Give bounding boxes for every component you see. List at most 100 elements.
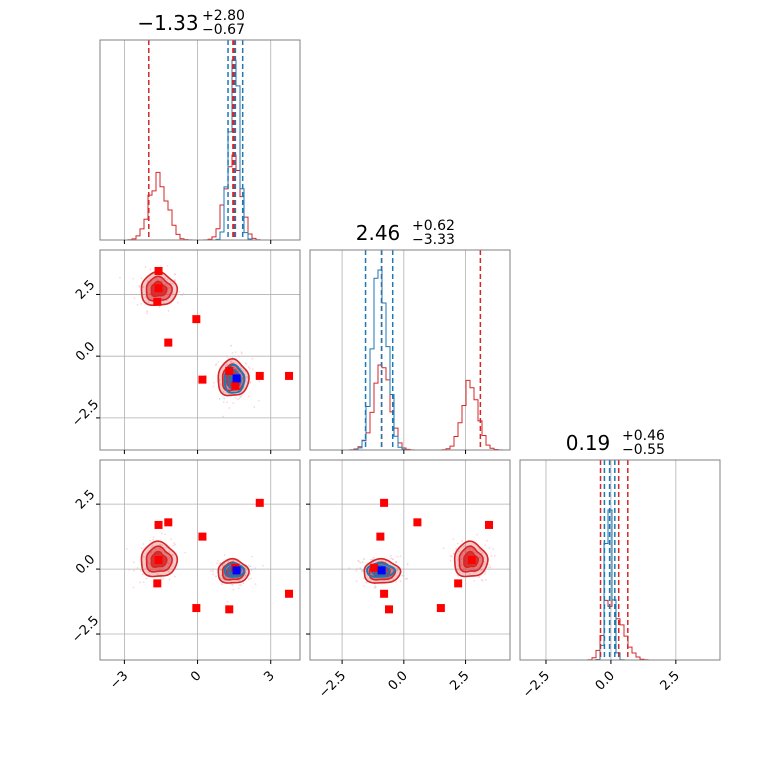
- sample-point: [173, 542, 176, 545]
- sample-point: [483, 563, 486, 566]
- sample-point: [182, 292, 185, 295]
- panel-frame-0-0: [99, 39, 301, 241]
- sample-point: [232, 560, 235, 562]
- sample-point: [142, 285, 145, 288]
- sample-point: [374, 585, 377, 588]
- sample-point: [383, 579, 385, 582]
- panel-title-plus-1: +0.62: [412, 218, 455, 234]
- truth-marker: [413, 518, 422, 527]
- sample-point: [489, 566, 492, 568]
- sample-point: [225, 391, 227, 394]
- sample-point: [401, 574, 404, 577]
- truth-marker: [385, 605, 394, 614]
- sample-point: [236, 560, 238, 563]
- panel-title-plus-2: +0.46: [622, 428, 665, 444]
- sample-point: [237, 355, 240, 358]
- sample-point: [219, 568, 222, 571]
- sample-point: [150, 545, 153, 548]
- sample-point: [396, 569, 399, 572]
- sample-point: [477, 575, 480, 578]
- sample-point: [162, 577, 165, 580]
- panel-title-minus-2: −0.55: [622, 442, 665, 458]
- truth-marker: [370, 563, 379, 572]
- sample-point: [212, 573, 214, 576]
- sample-point: [481, 568, 484, 571]
- sample-point: [146, 310, 149, 313]
- scatter-group-0-2: [126, 498, 294, 614]
- sample-point: [249, 381, 252, 384]
- sample-point: [449, 554, 452, 557]
- sample-point: [156, 572, 158, 575]
- truth-marker: [192, 604, 201, 613]
- sample-point: [142, 581, 145, 584]
- sample-point: [136, 303, 139, 306]
- truth-marker: [380, 589, 389, 598]
- sample-point: [166, 278, 169, 281]
- sample-point: [140, 547, 143, 550]
- sample-point: [172, 282, 174, 285]
- grid-0-1: [100, 250, 300, 450]
- contour-b-0-0: [366, 562, 396, 578]
- truth-marker: [153, 579, 162, 588]
- sample-point: [223, 554, 226, 556]
- sample-point: [147, 301, 150, 303]
- tick-label-x: −2.5: [316, 668, 349, 701]
- sample-point: [220, 577, 223, 580]
- sample-point: [164, 277, 166, 279]
- sample-point: [363, 584, 366, 587]
- sample-point: [369, 558, 372, 561]
- sample-point: [173, 273, 176, 276]
- truth-marker: [225, 605, 234, 614]
- grid-2-2: [545, 460, 677, 660]
- sample-point: [480, 578, 483, 581]
- sample-point: [215, 363, 218, 366]
- sample-point: [161, 532, 163, 535]
- sample-point: [171, 554, 174, 557]
- sample-point: [244, 574, 247, 577]
- sample-point: [254, 583, 257, 586]
- sample-point: [220, 383, 222, 386]
- tick-label-x: −2.5: [520, 668, 553, 701]
- sample-point: [253, 406, 256, 409]
- sample-point: [247, 564, 250, 567]
- sample-point: [142, 555, 145, 558]
- panel-title-plus-0: +2.80: [202, 8, 245, 24]
- truth-marker: [154, 520, 163, 529]
- sample-point: [167, 309, 170, 312]
- sample-point: [226, 600, 229, 603]
- tick-label-y: 0.0: [73, 339, 98, 364]
- sample-point: [248, 367, 251, 370]
- sample-point: [167, 570, 170, 573]
- sample-point: [224, 365, 227, 367]
- sample-point: [391, 558, 394, 561]
- hist-group-0: [100, 40, 300, 240]
- sample-point: [356, 567, 359, 570]
- sample-point: [230, 360, 233, 363]
- sample-point: [457, 574, 459, 577]
- sample-point: [348, 567, 351, 570]
- sample-point: [128, 568, 131, 571]
- sample-point: [493, 554, 496, 557]
- panel-title-1: 2.46: [356, 221, 401, 245]
- sample-point: [223, 397, 225, 400]
- sample-point: [225, 355, 228, 358]
- truth-marker-alt: [232, 566, 241, 575]
- sample-point: [158, 571, 161, 574]
- sample-point: [239, 395, 242, 398]
- tick-label-y: 0.0: [73, 552, 98, 577]
- sample-point: [484, 573, 487, 575]
- sample-point: [216, 560, 219, 562]
- sample-point: [228, 407, 231, 409]
- sample-point: [373, 556, 375, 559]
- sample-point: [173, 278, 176, 281]
- sample-point: [147, 571, 150, 574]
- sample-point: [476, 533, 478, 536]
- sample-point: [358, 560, 360, 563]
- sample-point: [145, 577, 148, 580]
- sample-point: [149, 268, 152, 271]
- sample-point: [132, 277, 134, 280]
- sample-point: [479, 550, 482, 552]
- sample-point: [133, 569, 135, 572]
- sample-point: [461, 540, 464, 543]
- sample-point: [478, 548, 481, 551]
